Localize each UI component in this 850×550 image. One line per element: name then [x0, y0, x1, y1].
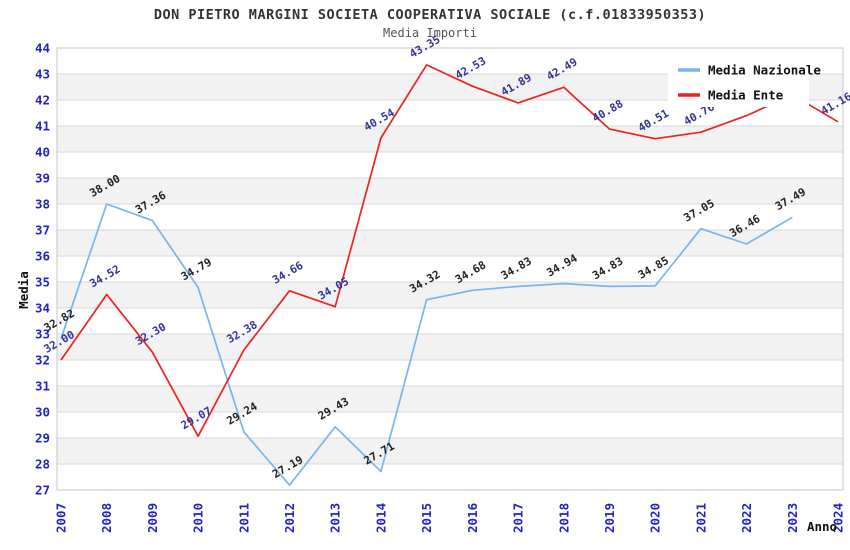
data-label: 34.85 — [636, 254, 671, 282]
x-axis-title: Anno — [807, 519, 837, 534]
x-tick-label: 2017 — [511, 503, 526, 533]
series-line-media-ente — [60, 64, 839, 438]
plot-area-border — [56, 47, 844, 491]
chart-subtitle: Media Importi — [383, 26, 477, 40]
y-tick-label: 39 — [35, 171, 50, 186]
x-tick-label: 2008 — [99, 503, 114, 533]
plot-band — [57, 386, 843, 412]
y-tick-label: 33 — [35, 327, 50, 342]
data-label: 34.79 — [179, 256, 214, 284]
y-tick-label: 27 — [35, 483, 50, 498]
y-tick-label: 43 — [35, 67, 50, 82]
data-label: 40.88 — [590, 97, 625, 125]
y-tick-label: 35 — [35, 275, 50, 290]
legend-label: Media Nazionale — [708, 63, 821, 78]
data-label: 34.83 — [499, 254, 534, 282]
x-tick-label: 2010 — [191, 503, 206, 533]
x-tick-label: 2016 — [465, 503, 480, 533]
y-tick-label: 40 — [35, 145, 50, 160]
x-tick-label: 2022 — [739, 503, 754, 533]
x-tick-label: 2013 — [328, 503, 343, 533]
y-tick-label: 28 — [35, 457, 50, 472]
x-tick-label: 2012 — [282, 503, 297, 533]
plot-band — [57, 438, 843, 464]
x-tick-label: 2007 — [54, 503, 69, 533]
x-tick-label: 2024 — [831, 503, 846, 533]
y-tick-label: 44 — [35, 41, 50, 56]
legend-label: Media Ente — [708, 88, 784, 103]
legend-box — [668, 55, 809, 107]
y-axis-title: Media — [16, 271, 31, 309]
data-label: 34.83 — [590, 254, 625, 282]
y-tick-label: 32 — [35, 353, 50, 368]
plot-band — [57, 334, 843, 360]
x-tick-label: 2023 — [785, 503, 800, 533]
x-tick-label: 2009 — [145, 503, 160, 533]
y-tick-label: 37 — [35, 223, 50, 238]
chart-title: DON PIETRO MARGINI SOCIETA COOPERATIVA S… — [153, 7, 707, 23]
y-tick-label: 30 — [35, 405, 50, 420]
plot-band — [57, 230, 843, 256]
x-tick-label: 2014 — [373, 503, 388, 533]
x-tick-label: 2011 — [236, 503, 251, 533]
x-tick-label: 2020 — [648, 503, 663, 533]
y-tick-label: 29 — [35, 431, 50, 446]
y-tick-label: 36 — [35, 249, 50, 264]
y-tick-label: 34 — [35, 301, 50, 316]
plot-band — [57, 178, 843, 204]
y-tick-label: 41 — [35, 119, 50, 134]
x-tick-label: 2021 — [693, 503, 708, 533]
series-line-media-nazionale — [60, 203, 793, 486]
x-tick-label: 2018 — [556, 503, 571, 533]
x-tick-label: 2019 — [602, 503, 617, 533]
y-tick-label: 42 — [35, 93, 50, 108]
y-tick-label: 38 — [35, 197, 50, 212]
data-label: 43.35 — [407, 33, 442, 61]
plot-band — [57, 126, 843, 152]
y-tick-label: 31 — [35, 379, 50, 394]
x-tick-label: 2015 — [419, 503, 434, 533]
